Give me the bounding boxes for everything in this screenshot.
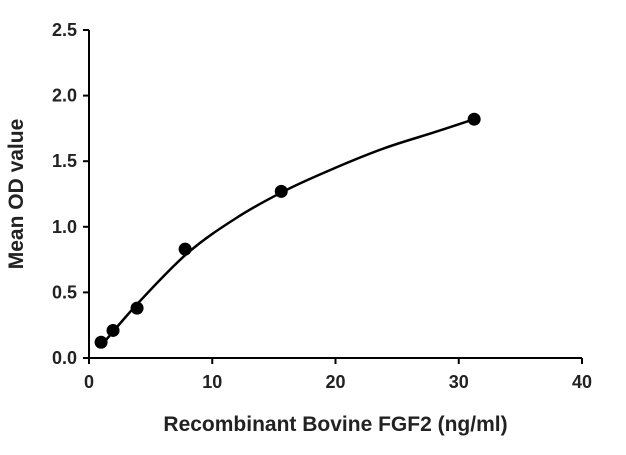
data-points: [94, 112, 481, 349]
y-tick-label: 1.5: [52, 151, 77, 171]
x-axis: 0 10 20 30 40: [84, 357, 592, 392]
x-axis-title: Recombinant Bovine FGF2 (ng/ml): [163, 413, 507, 436]
y-tick-label: 1.0: [52, 217, 77, 237]
y-tick-label: 2.0: [52, 86, 77, 106]
y-tick-label: 0.0: [52, 348, 77, 368]
y-tick-label: 0.5: [52, 282, 77, 302]
x-tick-label: 30: [449, 372, 469, 392]
data-point: [106, 323, 120, 337]
x-tick-label: 10: [202, 372, 222, 392]
x-tick-label: 20: [325, 372, 345, 392]
y-axis-title: Mean OD value: [5, 119, 28, 270]
x-tick-label: 40: [572, 372, 592, 392]
y-ticks: 0.0 0.5 1.0 1.5 2.0 2.5: [52, 20, 89, 368]
data-point: [178, 242, 192, 256]
x-tick-label: 0: [84, 372, 94, 392]
data-point: [94, 335, 108, 349]
fit-curve: [100, 118, 475, 347]
data-point: [274, 184, 288, 198]
x-ticks: 0 10 20 30 40: [84, 358, 592, 392]
y-tick-label: 2.5: [52, 20, 77, 40]
data-point: [130, 301, 144, 315]
data-point: [467, 112, 481, 126]
y-axis: 0.0 0.5 1.0 1.5 2.0 2.5: [52, 20, 90, 368]
